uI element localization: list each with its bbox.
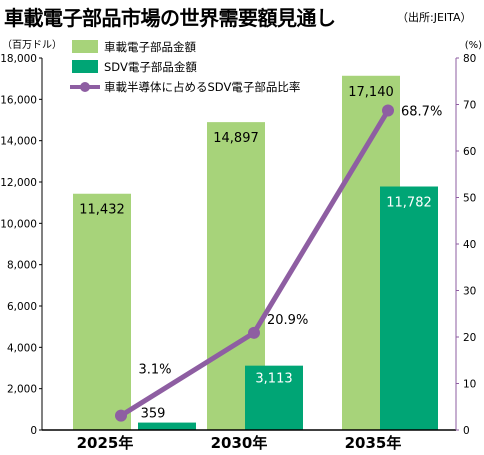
legend-swatch-vehicle — [72, 40, 98, 53]
share-line-value-label: 20.9% — [267, 313, 308, 328]
y-left-tick-label: 8,000 — [7, 260, 37, 272]
y-left-tick-label: 4,000 — [7, 342, 37, 354]
y-right-tick-label: 30 — [463, 286, 476, 298]
vehicle-bar-value-label: 14,897 — [213, 131, 259, 146]
x-tick-label: 2030年 — [211, 434, 268, 452]
share-line-value-label: 3.1% — [138, 363, 171, 378]
y-left-tick-label: 6,000 — [7, 301, 37, 313]
y-left-tick-label: 14,000 — [0, 136, 37, 148]
y-left-tick-label: 16,000 — [0, 94, 37, 106]
y-left-tick-label: 18,000 — [0, 53, 37, 65]
share-line-value-label: 68.7% — [401, 105, 442, 120]
sdv-bar — [245, 365, 303, 430]
share-line-point — [248, 326, 260, 339]
sdv-bar-value-label: 359 — [141, 407, 166, 422]
vehicle-bar — [73, 193, 131, 430]
y-right-tick-label: 0 — [463, 425, 470, 437]
y-left-tick-label: 12,000 — [0, 177, 37, 189]
y-right-tick-label: 40 — [463, 239, 476, 251]
y-right-tick-label: 60 — [463, 146, 476, 158]
y-right-tick-label: 80 — [463, 53, 476, 65]
legend-swatch-sdv — [72, 60, 98, 73]
labels-layer: 11,432 14,897 17,140 359 3,113 11,782 3.1% 20.9… — [79, 85, 442, 422]
chart-source: （出所:JEITA） — [397, 11, 472, 24]
legend-label-vehicle: 車載電子部品金額 — [104, 40, 196, 54]
bars-layer — [73, 75, 438, 431]
sdv-bar — [380, 186, 438, 430]
share-line-point — [115, 409, 127, 422]
legend-swatch-share-point — [80, 82, 90, 92]
share-line-point — [382, 104, 394, 117]
y-right-tick-label: 70 — [463, 100, 476, 112]
vehicle-bar-value-label: 11,432 — [79, 203, 125, 218]
axes-layer: 0 2,000 4,000 6,000 8,000 10,000 12,000 14,000 1… — [0, 39, 482, 452]
legend-label-sdv: SDV電子部品金額 — [104, 60, 197, 74]
legend-label-share: 車載半導体に占めるSDV電子部品比率 — [104, 80, 300, 94]
y-left-unit: （百万ドル） — [2, 39, 62, 51]
y-right-unit: (%) — [465, 40, 482, 51]
line-layer — [115, 104, 394, 422]
sdv-bar — [138, 422, 196, 430]
x-tick-label: 2035年 — [345, 434, 402, 452]
y-right-tick-label: 20 — [463, 332, 476, 344]
x-tick-label: 2025年 — [77, 434, 134, 452]
y-right-tick-label: 50 — [463, 193, 476, 205]
sdv-bar-value-label: 3,113 — [255, 372, 292, 387]
y-left-tick-label: 2,000 — [7, 384, 37, 396]
y-right-tick-label: 10 — [463, 379, 476, 391]
chart-title: 車載電子部品市場の世界需要額見通し — [4, 6, 336, 30]
y-left-tick-label: 10,000 — [0, 218, 37, 230]
sdv-bar-value-label: 11,782 — [386, 196, 432, 211]
vehicle-bar-value-label: 17,140 — [348, 85, 394, 100]
y-left-tick-label: 0 — [30, 425, 37, 437]
